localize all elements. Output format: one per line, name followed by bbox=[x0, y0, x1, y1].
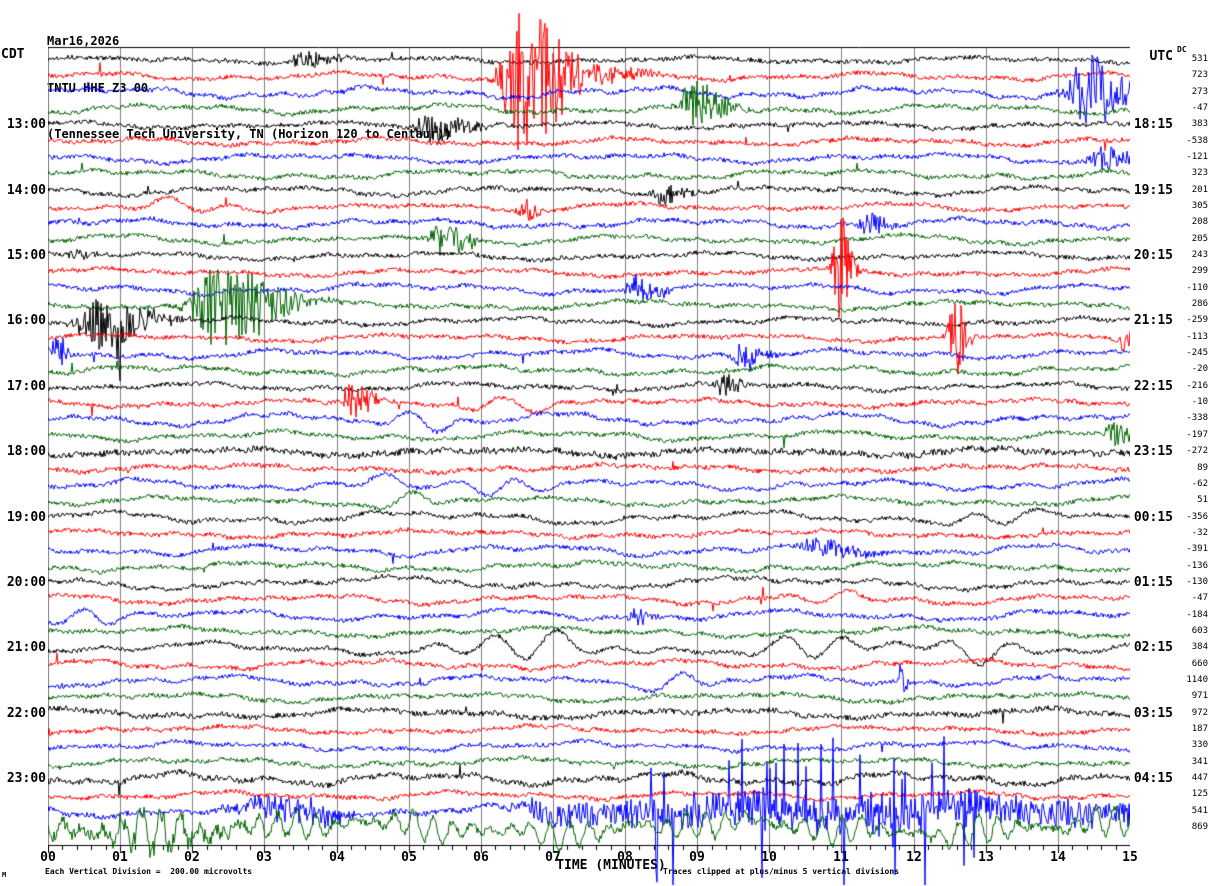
dc-offset-value: 286 bbox=[1191, 299, 1208, 309]
dc-offset-value: 273 bbox=[1191, 87, 1208, 97]
title-station: TNTU HHE Z3 00 bbox=[47, 80, 149, 95]
dc-offset-value: 541 bbox=[1191, 806, 1208, 816]
title-description: (Tennessee Tech University, TN (Horizon … bbox=[47, 127, 452, 141]
cdt-hour-label: 22:00 bbox=[6, 706, 46, 721]
left-timezone-label: CDT bbox=[1, 47, 25, 62]
dc-offset-value: 723 bbox=[1191, 70, 1208, 80]
minute-label: 05 bbox=[401, 850, 417, 865]
utc-hour-label: 20:15 bbox=[1133, 248, 1173, 263]
dc-offset-value: 1140 bbox=[1186, 675, 1208, 685]
dc-offset-value: -391 bbox=[1186, 544, 1208, 554]
utc-hour-label: 22:15 bbox=[1133, 379, 1173, 394]
utc-hour-label: 03:15 bbox=[1133, 706, 1173, 721]
dc-offset-value: -47 bbox=[1191, 593, 1208, 603]
dc-offset-value: -184 bbox=[1186, 610, 1208, 620]
cdt-hour-label: 21:00 bbox=[6, 640, 46, 655]
cdt-hour-label: 16:00 bbox=[6, 313, 46, 328]
minute-label: 04 bbox=[329, 850, 345, 865]
dc-column-header: DC bbox=[1177, 45, 1187, 54]
dc-offset-value: 208 bbox=[1191, 217, 1208, 227]
dc-offset-value: -338 bbox=[1186, 413, 1208, 423]
dc-offset-value: 447 bbox=[1191, 773, 1208, 783]
utc-hour-label: 18:15 bbox=[1133, 117, 1173, 132]
dc-offset-value: -538 bbox=[1186, 136, 1208, 146]
dc-offset-value: 660 bbox=[1191, 659, 1208, 669]
cdt-hour-label: 23:00 bbox=[6, 771, 46, 786]
dc-offset-value: -216 bbox=[1186, 381, 1208, 391]
dc-offset-value: 341 bbox=[1191, 757, 1208, 767]
minute-label: 01 bbox=[112, 850, 128, 865]
cdt-hour-label: 19:00 bbox=[6, 510, 46, 525]
dc-offset-value: -356 bbox=[1186, 512, 1208, 522]
right-timezone-label: UTC bbox=[1149, 49, 1173, 64]
dc-offset-value: -245 bbox=[1186, 348, 1208, 358]
utc-hour-label: 02:15 bbox=[1133, 640, 1173, 655]
utc-hour-label: 23:15 bbox=[1133, 444, 1173, 459]
cdt-hour-label: 17:00 bbox=[6, 379, 46, 394]
dc-offset-value: 971 bbox=[1191, 691, 1208, 701]
dc-offset-value: 323 bbox=[1191, 168, 1208, 178]
dc-offset-value: 125 bbox=[1191, 789, 1208, 799]
dc-offset-value: -130 bbox=[1186, 577, 1208, 587]
minute-label: 00 bbox=[40, 850, 56, 865]
cdt-hour-label: 13:00 bbox=[6, 117, 46, 132]
cdt-hour-label: 18:00 bbox=[6, 444, 46, 459]
minute-label: 14 bbox=[1050, 850, 1066, 865]
dc-offset-value: -32 bbox=[1191, 528, 1208, 538]
dc-offset-value: -259 bbox=[1186, 315, 1208, 325]
cdt-hour-label: 20:00 bbox=[6, 575, 46, 590]
dc-offset-value: 972 bbox=[1191, 708, 1208, 718]
minute-label: 13 bbox=[978, 850, 994, 865]
dc-offset-value: -20 bbox=[1191, 364, 1208, 374]
dc-offset-value: -272 bbox=[1186, 446, 1208, 456]
dc-offset-value: 51 bbox=[1197, 495, 1208, 505]
dc-offset-value: 384 bbox=[1191, 642, 1208, 652]
dc-offset-value: -110 bbox=[1186, 283, 1208, 293]
dc-offset-value: -47 bbox=[1191, 103, 1208, 113]
dc-offset-value: 603 bbox=[1191, 626, 1208, 636]
dc-offset-value: 201 bbox=[1191, 185, 1208, 195]
title-date: Mar16,2026 bbox=[47, 34, 120, 48]
dc-offset-value: -62 bbox=[1191, 479, 1208, 489]
dc-offset-value: 869 bbox=[1191, 822, 1208, 832]
cdt-hour-label: 15:00 bbox=[6, 248, 46, 263]
minute-label: 06 bbox=[473, 850, 489, 865]
dc-offset-value: -10 bbox=[1191, 397, 1208, 407]
dc-offset-value: 330 bbox=[1191, 740, 1208, 750]
utc-hour-label: 00:15 bbox=[1133, 510, 1173, 525]
dc-offset-value: 299 bbox=[1191, 266, 1208, 276]
minute-label: 15 bbox=[1122, 850, 1138, 865]
minute-label: 12 bbox=[906, 850, 922, 865]
dc-offset-value: 205 bbox=[1191, 234, 1208, 244]
minute-label: 03 bbox=[256, 850, 272, 865]
dc-offset-value: 243 bbox=[1191, 250, 1208, 260]
plot-title-block: Mar16,2026 TNTU HHE Z3 00 (Tennessee Tec… bbox=[47, 3, 452, 174]
dc-offset-value: 531 bbox=[1191, 54, 1208, 64]
dc-offset-value: -121 bbox=[1186, 152, 1208, 162]
dc-offset-value: 305 bbox=[1191, 201, 1208, 211]
dc-offset-value: -113 bbox=[1186, 332, 1208, 342]
minute-label: 02 bbox=[184, 850, 200, 865]
utc-hour-label: 21:15 bbox=[1133, 313, 1173, 328]
clip-note: Traces clipped at plus/minus 5 vertical … bbox=[663, 867, 900, 876]
dc-offset-value: 187 bbox=[1191, 724, 1208, 734]
utc-hour-label: 01:15 bbox=[1133, 575, 1173, 590]
utc-hour-label: 04:15 bbox=[1133, 771, 1173, 786]
dc-offset-value: -197 bbox=[1186, 430, 1208, 440]
utc-hour-label: 19:15 bbox=[1133, 183, 1173, 198]
corner-mark: M bbox=[2, 871, 7, 879]
minute-label: 11 bbox=[833, 850, 849, 865]
dc-offset-value: 383 bbox=[1191, 119, 1208, 129]
minute-label: 10 bbox=[761, 850, 777, 865]
scale-note: Each Vertical Division = 200.00 microvol… bbox=[45, 867, 253, 876]
dc-offset-value: 89 bbox=[1197, 463, 1208, 473]
cdt-hour-label: 14:00 bbox=[6, 183, 46, 198]
dc-offset-value: -136 bbox=[1186, 561, 1208, 571]
